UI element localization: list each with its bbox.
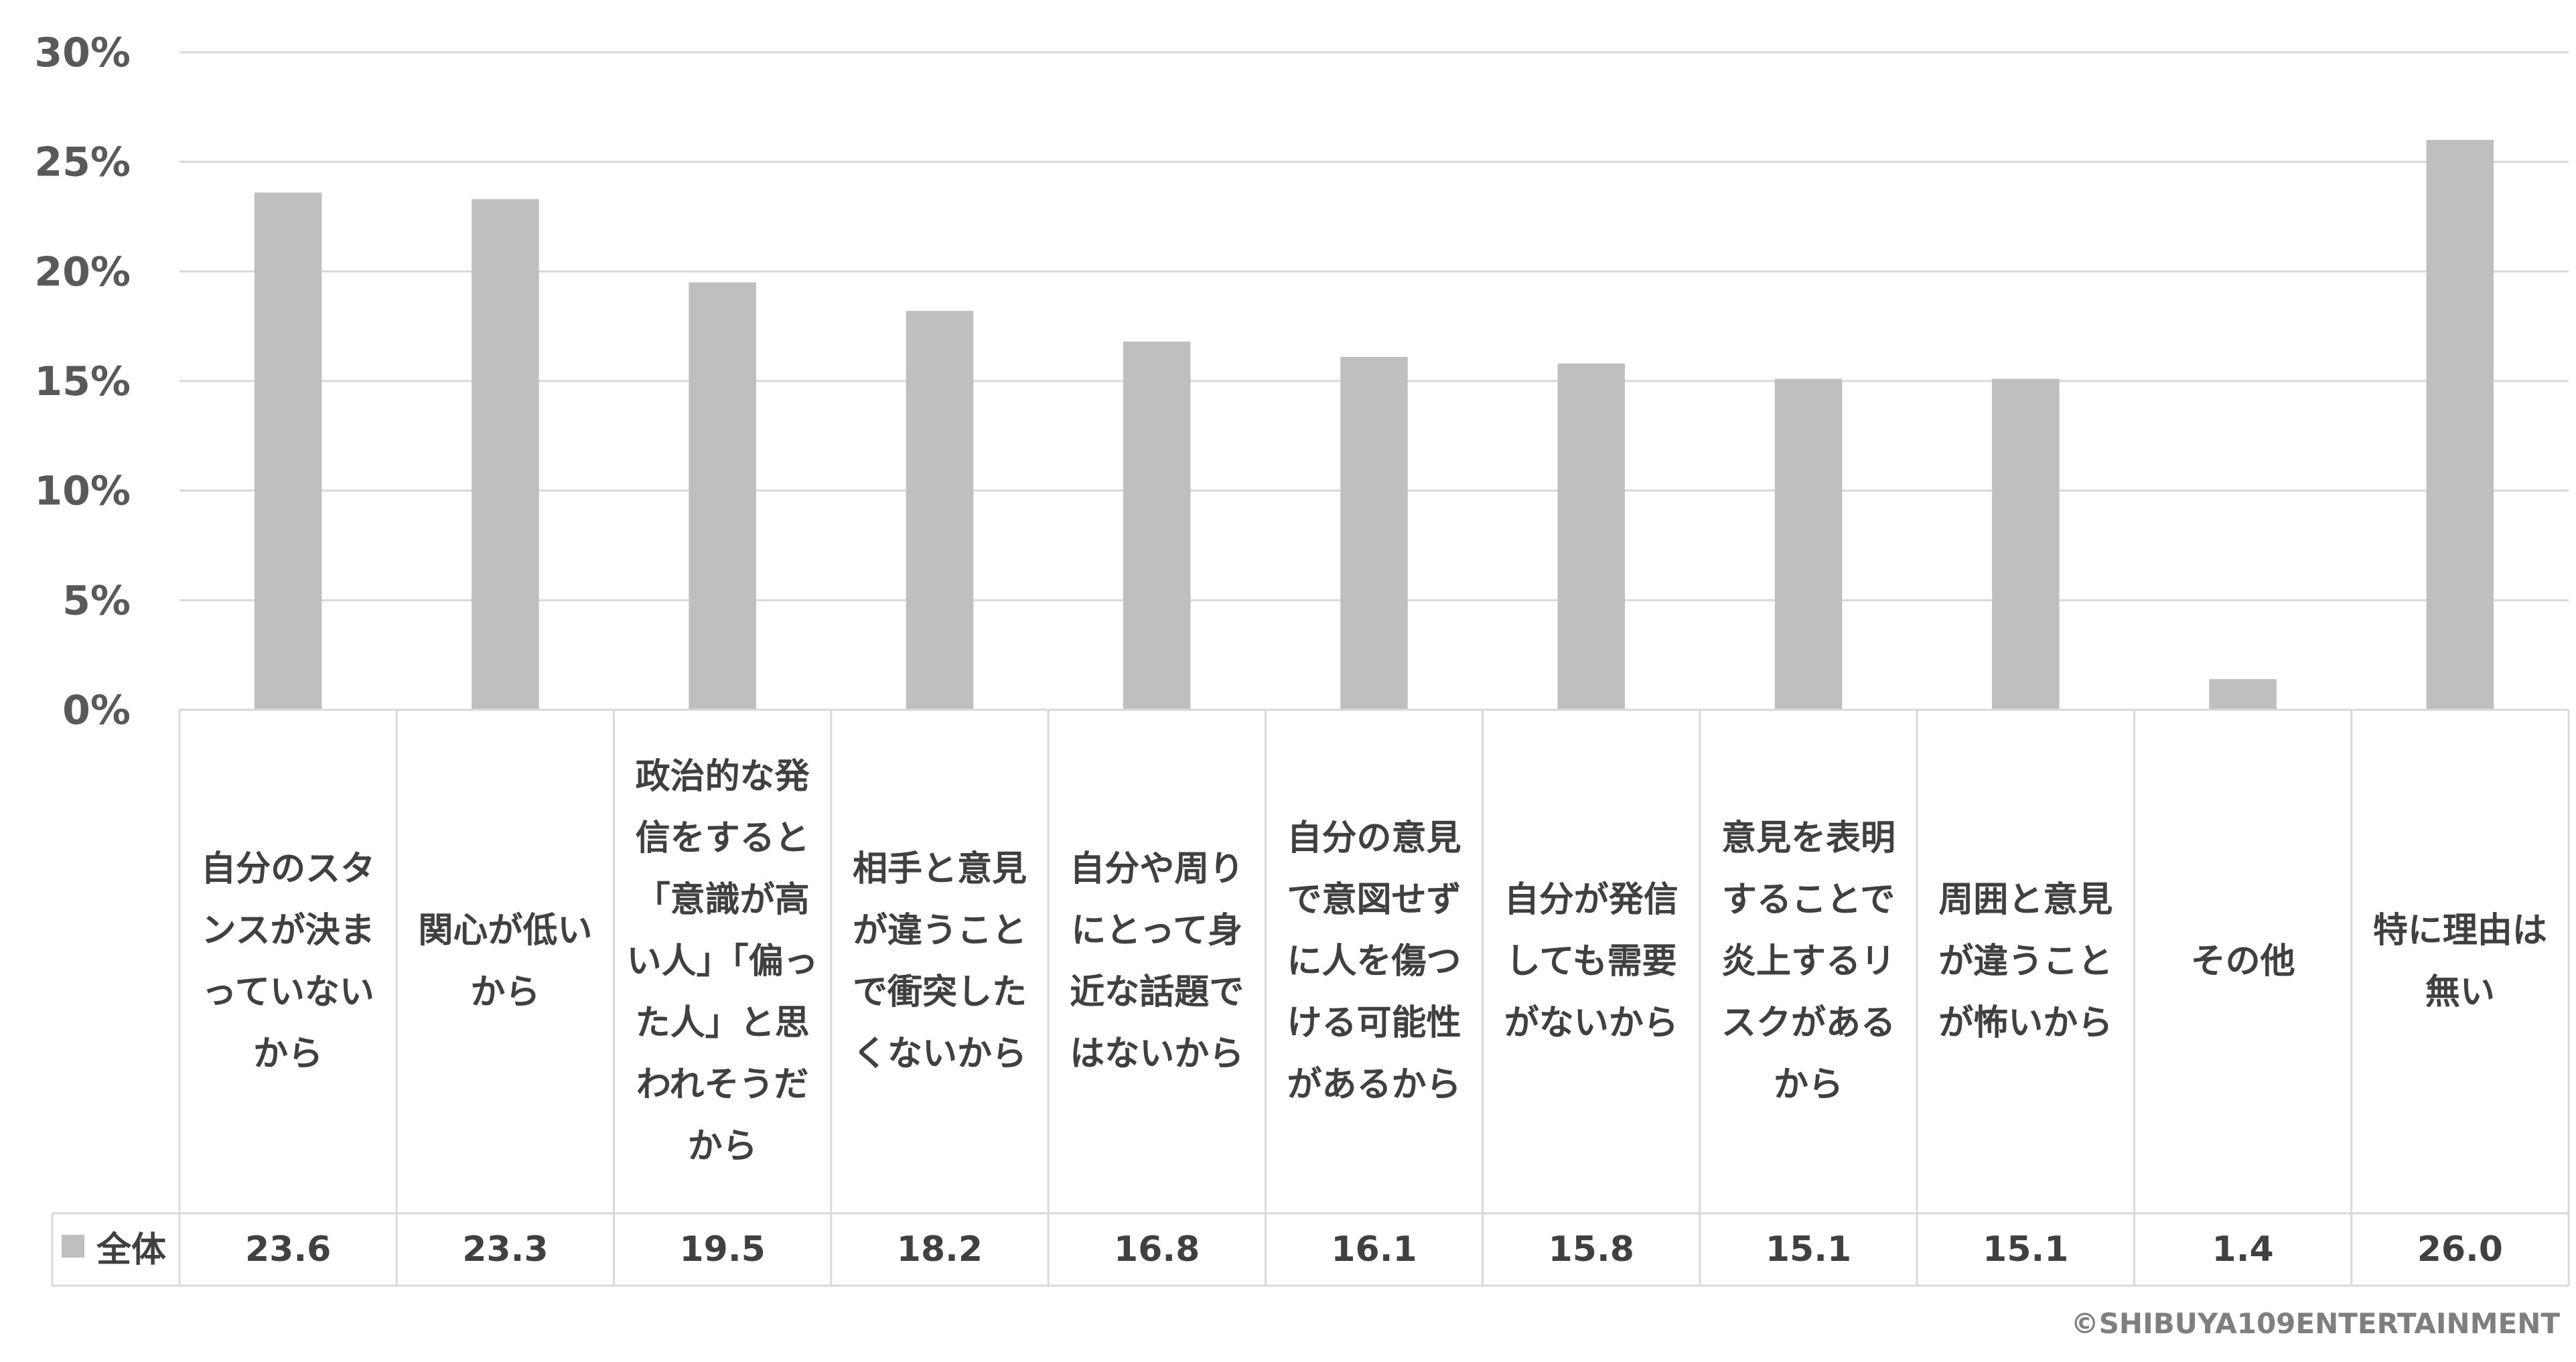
y-tick-label: 25% bbox=[34, 139, 131, 186]
category-label: 政治的な発信をすると「意識が高い人」「偏った人」と思われそうだから bbox=[626, 757, 818, 1166]
value-label: 15.1 bbox=[1765, 1229, 1852, 1270]
category-label: 関心が低いから bbox=[418, 911, 593, 1012]
category-label: その他 bbox=[2190, 941, 2295, 982]
value-label: 16.1 bbox=[1331, 1229, 1417, 1270]
category-label: 自分が発信しても需要がないから bbox=[1504, 880, 1678, 1043]
category-label: 特に理由は無い bbox=[2372, 911, 2547, 1012]
bar bbox=[906, 311, 974, 710]
bar bbox=[472, 199, 539, 710]
value-label: 1.4 bbox=[2212, 1229, 2274, 1270]
value-label: 26.0 bbox=[2417, 1229, 2503, 1270]
value-label: 18.2 bbox=[896, 1229, 983, 1270]
y-tick-label: 30% bbox=[34, 29, 131, 76]
value-label: 15.1 bbox=[1983, 1229, 2069, 1270]
value-label: 15.8 bbox=[1548, 1229, 1634, 1270]
y-axis-ticks: 0% 5% 10% 15% 20% 25% 30% bbox=[34, 29, 131, 734]
category-label: 相手と意見が違うことで衝突したくないから bbox=[852, 849, 1027, 1074]
value-label: 23.3 bbox=[462, 1229, 549, 1270]
bar bbox=[1340, 356, 1408, 710]
y-tick-label: 20% bbox=[34, 248, 131, 295]
copyright-text: ©SHIBUYA109ENTERTAINMENT bbox=[2070, 1307, 2560, 1340]
bar bbox=[254, 192, 322, 710]
value-label: 23.6 bbox=[244, 1229, 332, 1270]
value-label: 19.5 bbox=[679, 1229, 766, 1270]
legend: 全体 bbox=[62, 1213, 166, 1279]
y-tick-label: 15% bbox=[34, 358, 131, 405]
bar bbox=[1123, 342, 1191, 710]
bars bbox=[254, 139, 2494, 710]
category-label: 自分や周りにとって身近な話題ではないから bbox=[1070, 849, 1244, 1074]
category-label: 自分の意見で意図せずに人を傷つける可能性があるから bbox=[1287, 818, 1461, 1105]
bar bbox=[1774, 378, 1843, 710]
category-label: 意見を表明することで炎上するリスクがあるから bbox=[1721, 818, 1896, 1105]
y-tick-label: 10% bbox=[34, 468, 131, 515]
bar bbox=[689, 282, 756, 710]
legend-swatch bbox=[62, 1235, 84, 1258]
bar bbox=[1557, 363, 1626, 710]
data-table-grid bbox=[51, 708, 2570, 1287]
bar bbox=[1992, 378, 2060, 710]
y-tick-label: 0% bbox=[62, 687, 131, 734]
category-label: 周囲と意見が違うことが怖いから bbox=[1938, 880, 2113, 1043]
legend-label: 全体 bbox=[96, 1229, 167, 1270]
y-tick-label: 5% bbox=[62, 577, 131, 624]
category-label: 自分のスタンスが決まっていないから bbox=[201, 849, 376, 1074]
bar bbox=[2426, 139, 2494, 710]
bar bbox=[2209, 679, 2277, 710]
value-label: 16.8 bbox=[1114, 1229, 1200, 1270]
